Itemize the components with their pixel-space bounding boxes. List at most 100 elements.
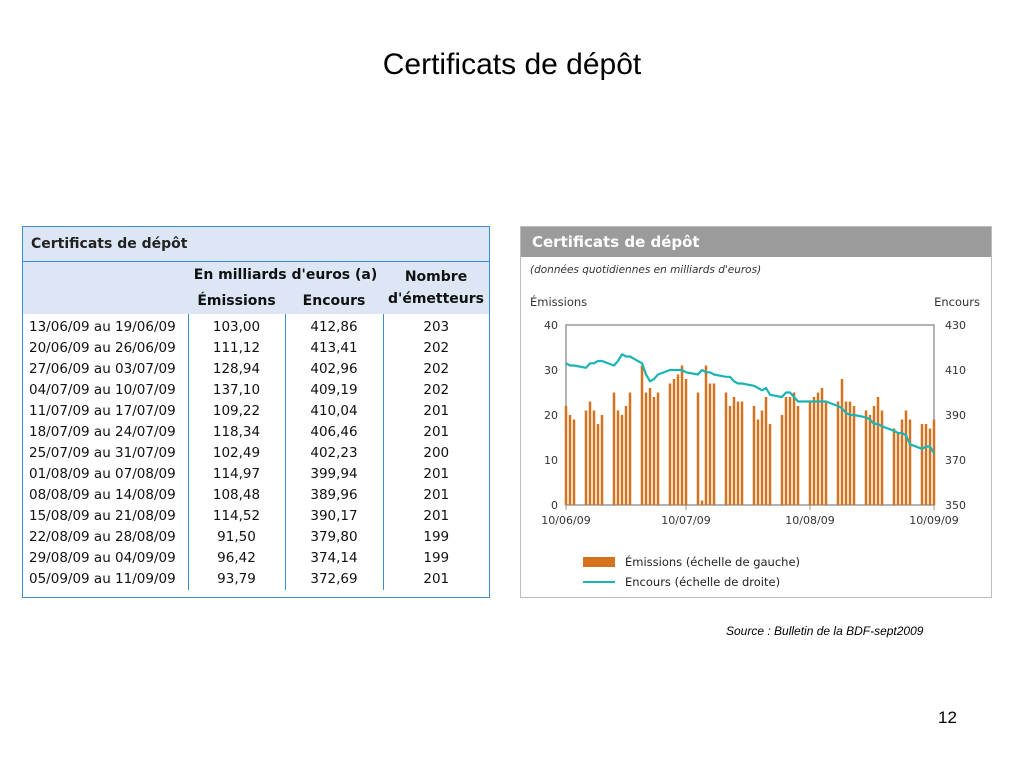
emissions-cell: 96,42 — [187, 548, 285, 569]
emissions-bar — [572, 419, 576, 505]
emissions-bar — [680, 365, 684, 505]
period-cell: 22/08/09 au 28/08/09 — [29, 529, 176, 545]
encours-cell: 410,04 — [284, 401, 384, 422]
period-cell: 11/07/09 au 17/07/09 — [29, 403, 176, 419]
left-tick-label: 10 — [544, 454, 558, 467]
emissions-bar — [796, 406, 800, 505]
emissions-bar — [732, 397, 736, 505]
nombre-cell: 200 — [382, 443, 490, 464]
emissions-bar — [672, 379, 676, 505]
encours-cell: 390,17 — [284, 506, 384, 527]
legend-label-encours: Encours (échelle de droite) — [625, 575, 781, 589]
nombre-cell: 202 — [382, 380, 490, 401]
encours-cell: 374,14 — [284, 548, 384, 569]
nombre-cell: 199 — [382, 527, 490, 548]
emissions-bar — [824, 401, 828, 505]
encours-cell: 379,80 — [284, 527, 384, 548]
emissions-bar — [920, 424, 924, 505]
left-tick-label: 0 — [551, 499, 558, 512]
right-tick-label: 390 — [945, 409, 966, 422]
nombre-cell: 201 — [382, 506, 490, 527]
table-body: 13/06/09 au 19/06/09 103,00 412,86 203 20/06… — [23, 314, 490, 590]
emissions-bar — [696, 392, 700, 505]
emissions-bar — [652, 397, 656, 505]
emissions-bar — [584, 410, 588, 505]
emissions-bar — [852, 406, 856, 505]
emissions-bar — [740, 401, 744, 505]
emissions-cell: 102,49 — [187, 443, 285, 464]
encours-cell: 402,96 — [284, 359, 384, 380]
emissions-cell: 114,97 — [187, 464, 285, 485]
emissions-bar — [872, 406, 876, 505]
table-row: 15/08/09 au 21/08/09 114,52 390,17 201 — [23, 506, 490, 527]
encours-cell: 399,94 — [284, 464, 384, 485]
emissions-bar — [932, 419, 936, 505]
emissions-cell: 118,34 — [187, 422, 285, 443]
emissions-bar — [684, 379, 688, 505]
period-cell: 01/08/09 au 07/08/09 — [29, 466, 176, 482]
emissions-bar — [568, 415, 572, 505]
emissions-header: Émissions — [188, 288, 285, 314]
emissions-bar — [900, 419, 904, 505]
left-axis-label: Émissions — [530, 295, 588, 309]
table-row: 13/06/09 au 19/06/09 103,00 412,86 203 — [23, 314, 490, 338]
emissions-bar — [868, 415, 872, 505]
emissions-bar — [616, 410, 620, 505]
emissions-bar — [644, 392, 648, 505]
x-tick-label: 10/06/09 — [541, 514, 590, 527]
table-row: 04/07/09 au 10/07/09 137,10 409,19 202 — [23, 380, 490, 401]
encours-cell: 412,86 — [284, 314, 384, 338]
period-cell: 15/08/09 au 21/08/09 — [29, 508, 176, 524]
data-table-panel: Certificats de dépôt En milliards d'euro… — [22, 226, 490, 598]
emissions-bar — [924, 424, 928, 505]
emissions-bar — [728, 406, 732, 505]
emissions-bar — [700, 500, 704, 505]
encours-cell: 413,41 — [284, 338, 384, 359]
emissions-bar — [752, 406, 756, 505]
table-row: 29/08/09 au 04/09/09 96,42 374,14 199 — [23, 548, 490, 569]
chart-subtitle: (données quotidiennes en milliards d'eur… — [530, 264, 762, 276]
table-row: 11/07/09 au 17/07/09 109,22 410,04 201 — [23, 401, 490, 422]
emissions-bar — [816, 392, 820, 505]
emissions-bar — [564, 406, 568, 505]
nombre-header-line1: Nombre — [404, 269, 468, 285]
encours-header: Encours — [285, 288, 384, 314]
encours-cell: 372,69 — [284, 569, 384, 590]
emissions-bar — [792, 392, 796, 505]
chart-plot: 0 10 20 30 40 350 370 390 410 430 10/06/09 10/07/09… — [541, 319, 966, 527]
nombre-cell: 201 — [382, 422, 490, 443]
table-row: 05/09/09 au 11/09/09 93,79 372,69 201 — [23, 569, 490, 590]
emissions-bar — [592, 410, 596, 505]
emissions-cell: 93,79 — [187, 569, 285, 590]
right-axis-label: Encours — [934, 295, 980, 309]
right-tick-label: 410 — [945, 364, 966, 377]
emissions-bar — [620, 415, 624, 505]
table-row: 01/08/09 au 07/08/09 114,97 399,94 201 — [23, 464, 490, 485]
legend-item-emissions: Émissions (échelle de gauche) — [583, 552, 913, 572]
chart-legend: Émissions (échelle de gauche) Encours (é… — [583, 552, 913, 592]
emissions-cell: 114,52 — [187, 506, 285, 527]
table-row: 18/07/09 au 24/07/09 118,34 406,46 201 — [23, 422, 490, 443]
slide-title: Certificats de dépôt — [382, 48, 642, 81]
period-cell: 25/07/09 au 31/07/09 — [29, 445, 176, 461]
emissions-bar — [904, 410, 908, 505]
table-row: 22/08/09 au 28/08/09 91,50 379,80 199 — [23, 527, 490, 548]
table-title: Certificats de dépôt — [23, 227, 489, 262]
emissions-bar — [808, 401, 812, 505]
nombre-header: Nombre d'émetteurs — [383, 262, 490, 314]
emissions-bar — [676, 374, 680, 505]
emissions-bar — [896, 433, 900, 505]
x-tick-label: 10/07/09 — [661, 514, 710, 527]
emissions-bar — [820, 388, 824, 505]
emissions-bar — [712, 383, 716, 505]
emissions-bar — [844, 401, 848, 505]
nombre-cell: 201 — [382, 464, 490, 485]
nombre-cell: 201 — [382, 569, 490, 590]
nombre-cell: 201 — [382, 401, 490, 422]
emissions-bar — [736, 401, 740, 505]
x-tick-label: 10/09/09 — [909, 514, 958, 527]
chart-title: Certificats de dépôt — [521, 227, 991, 257]
emissions-bar — [612, 392, 616, 505]
legend-bar-swatch — [583, 557, 615, 567]
emissions-bar — [756, 419, 760, 505]
